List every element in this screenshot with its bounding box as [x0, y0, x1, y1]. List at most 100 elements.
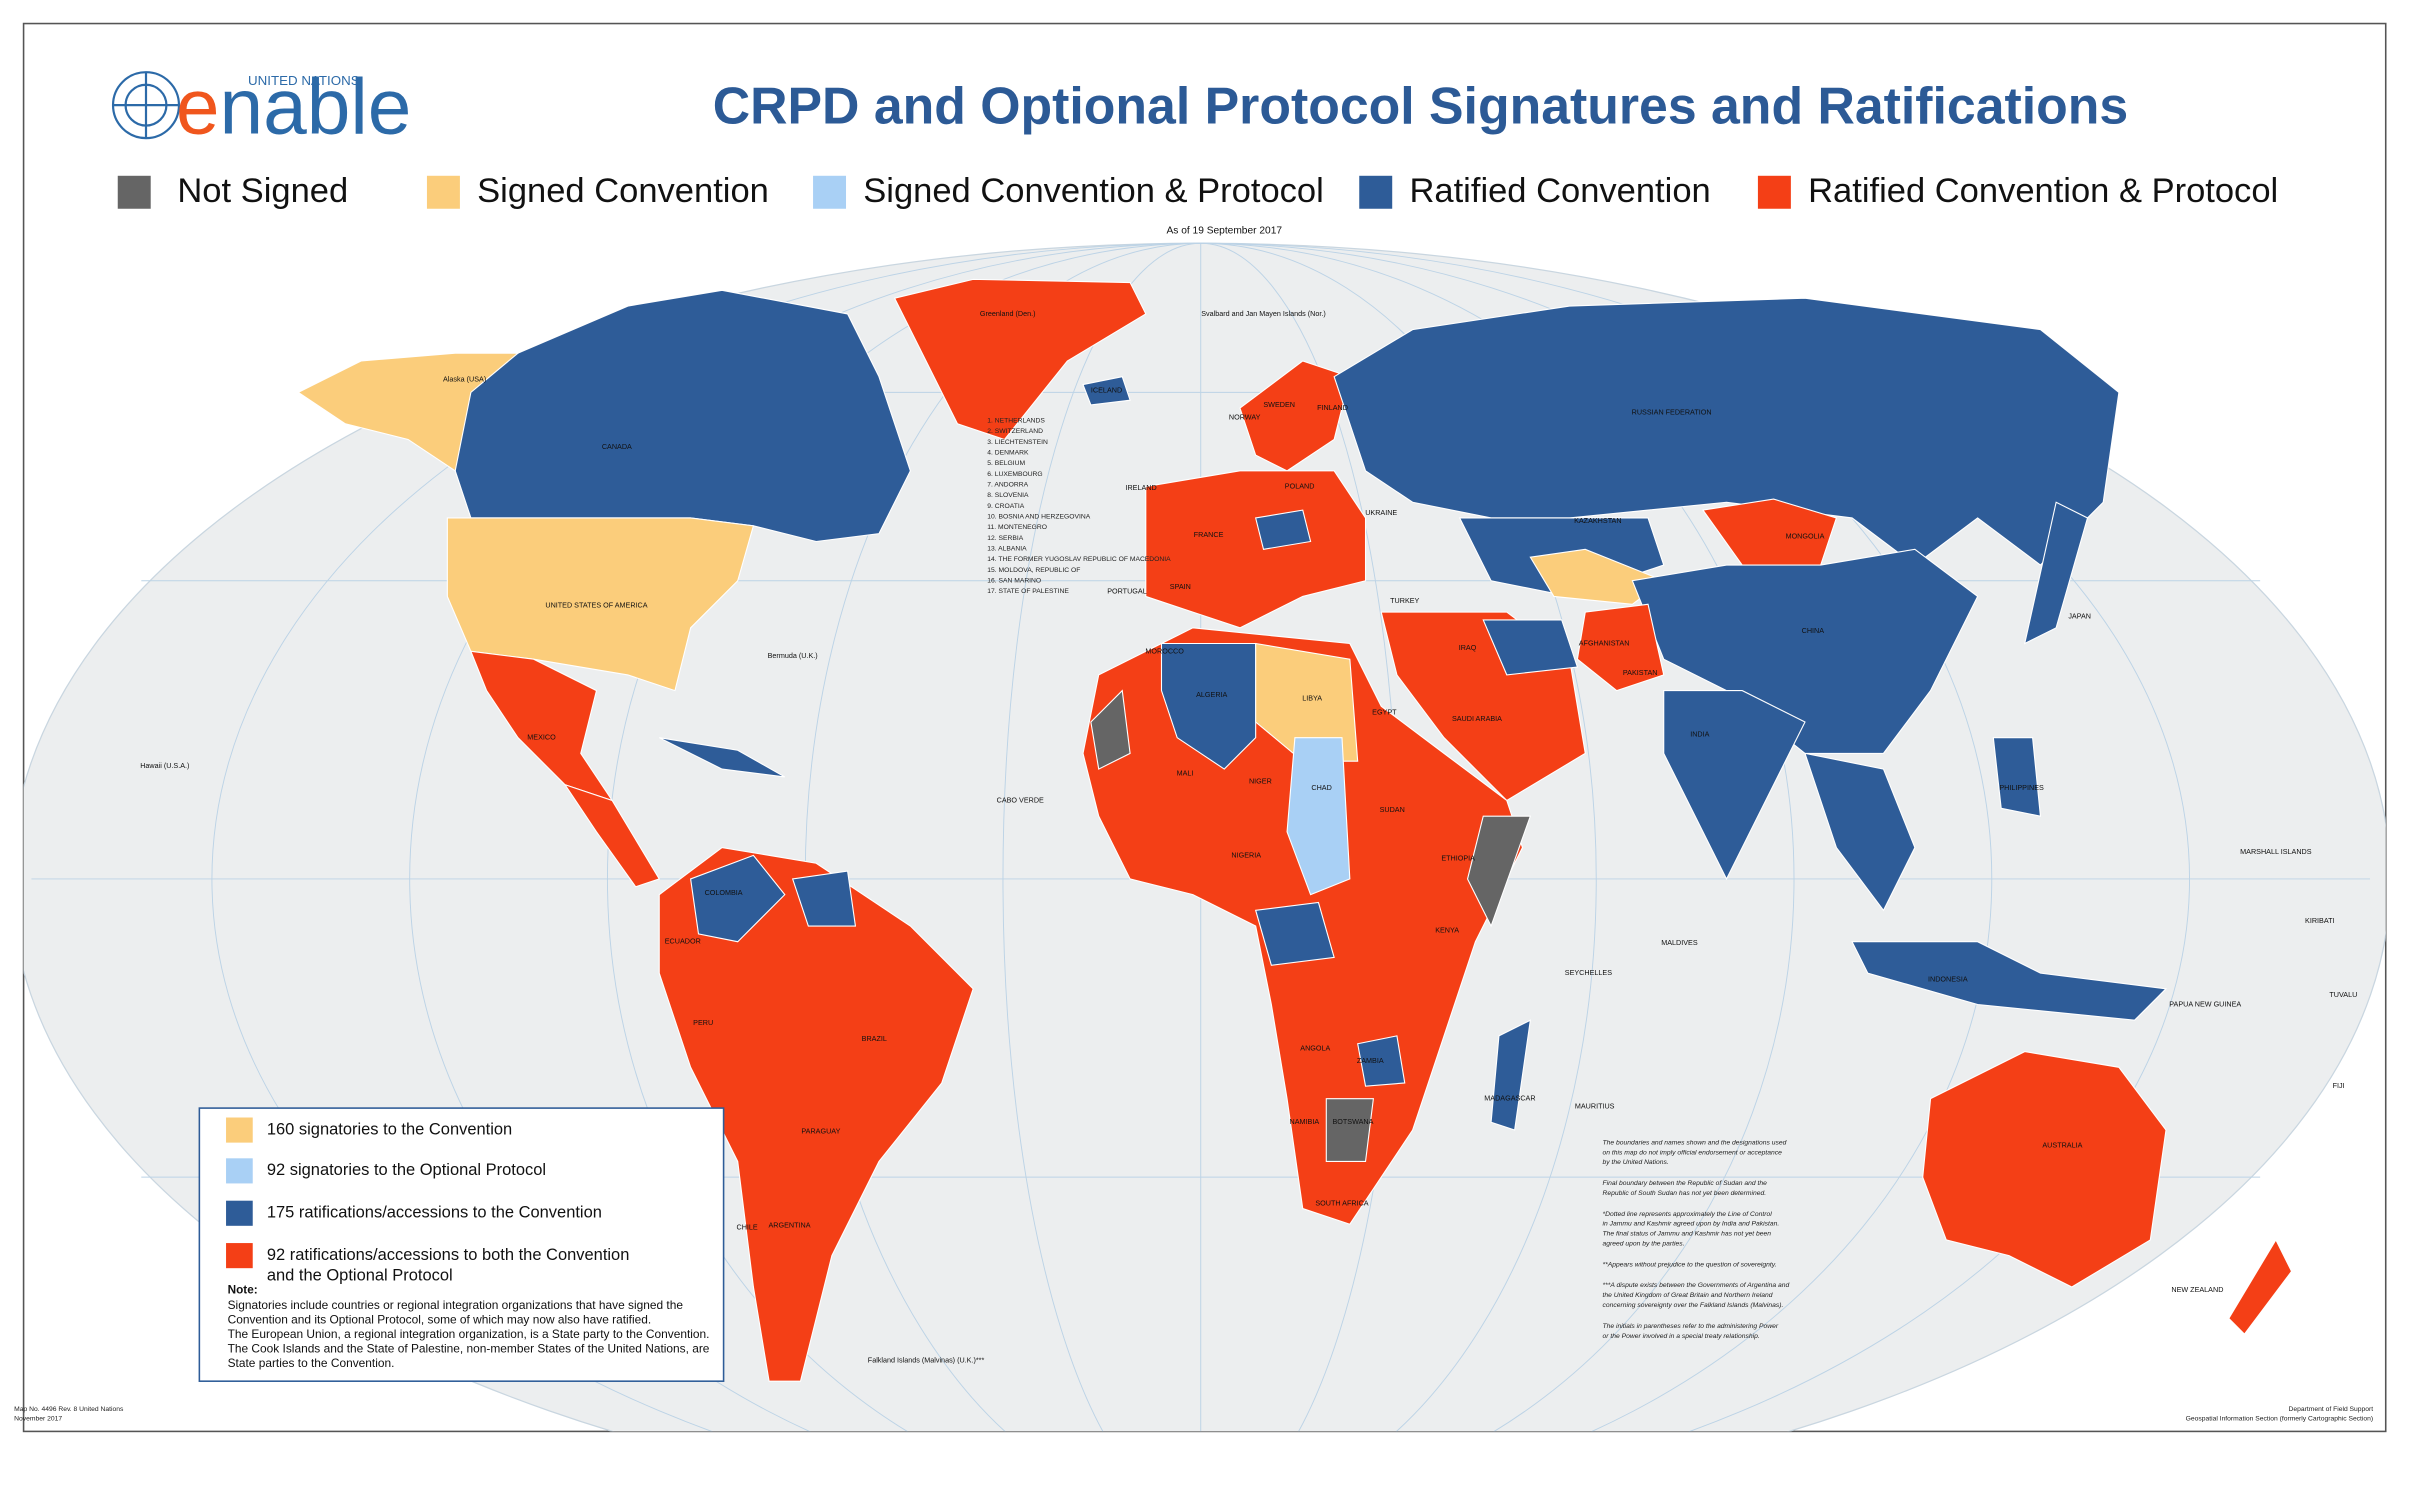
note-line: The Cook Islands and the State of Palest…	[228, 1341, 710, 1355]
legend-label: Signed Convention & Protocol	[863, 172, 1324, 210]
legend-label: Signed Convention	[477, 172, 769, 210]
country-label: SAUDI ARABIA	[1452, 714, 1502, 723]
country-label: SPAIN	[1170, 582, 1191, 591]
country-region	[1804, 752, 1916, 912]
legend-swatch	[813, 175, 847, 209]
country-label: FIJI	[2333, 1081, 2345, 1090]
country-region	[1082, 376, 1131, 406]
country-label: MEXICO	[527, 733, 556, 742]
country-region	[1663, 690, 1806, 881]
country-label: BRAZIL	[862, 1034, 887, 1043]
country-label: CANADA	[602, 442, 632, 451]
country-label: EGYPT	[1372, 707, 1397, 716]
list-item: 10. BOSNIA AND HERZEGOVINA	[987, 513, 1090, 520]
un-emblem	[111, 71, 181, 140]
disclaimer-line: The initials in parentheses refer to the…	[1603, 1323, 1779, 1330]
country-region	[446, 517, 755, 692]
country-label: NIGERIA	[1231, 850, 1261, 859]
country-label: ARGENTINA	[768, 1221, 810, 1230]
country-region	[297, 352, 520, 472]
list-item: 17. STATE OF PALESTINE	[987, 588, 1069, 595]
country-label: MALDIVES	[1661, 938, 1698, 947]
summary: 160 signatories to the Convention 92 sign…	[226, 1117, 629, 1284]
footer: Map No. 4496 Rev. 8 United Nations Novemb…	[14, 1406, 2373, 1422]
country-label: MAURITIUS	[1575, 1101, 1615, 1110]
country-labels: Alaska (USA) CANADA UNITED STATES OF AMERI…	[140, 309, 2357, 1365]
footer-left: November 2017	[14, 1416, 62, 1423]
list-item: 15. MOLDOVA, REPUBLIC OF	[987, 567, 1080, 574]
country-label: FINLAND	[1317, 403, 1348, 412]
country-label: NEW ZEALAND	[2171, 1285, 2223, 1294]
country-label: PAPUA NEW GUINEA	[2169, 999, 2241, 1008]
country-region	[1992, 737, 2042, 817]
list-item: 16. SAN MARINO	[987, 578, 1041, 585]
summary-swatch	[226, 1117, 253, 1143]
legend-label: Ratified Convention	[1409, 172, 1710, 210]
country-region	[1254, 509, 1312, 550]
country-region	[563, 783, 661, 888]
summary-label: 160 signatories to the Convention	[267, 1120, 512, 1138]
summary-box	[198, 1107, 725, 1382]
summary-swatch	[226, 1158, 253, 1184]
as-of-date: As of 19 September 2017	[1166, 225, 1282, 236]
country-region	[1490, 1019, 1532, 1131]
countries	[297, 278, 2293, 1382]
country-label: UNITED STATES OF AMERICA	[545, 601, 647, 610]
country-label: COLOMBIA	[705, 888, 743, 897]
country-label: MALI	[1177, 769, 1194, 778]
disclaimer: The boundaries and names shown and the d…	[1603, 1139, 1790, 1339]
country-label: PARAGUAY	[801, 1127, 840, 1136]
country-label: AUSTRALIA	[2042, 1141, 2082, 1150]
country-region	[1145, 470, 1367, 629]
country-label: KAZAKHSTAN	[1574, 516, 1622, 525]
country-label: UKRAINE	[1365, 508, 1397, 517]
country-region	[1333, 297, 2120, 566]
logo-org: UNITED NATIONS	[248, 73, 360, 88]
country-label: CHILE	[737, 1222, 758, 1231]
country-region	[1576, 603, 1665, 692]
country-label: MONGOLIA	[1786, 532, 1825, 541]
legend: Not Signed Signed Convention Signed Conven…	[117, 172, 2278, 210]
disclaimer-line: ***A dispute exists between the Governme…	[1603, 1282, 1790, 1289]
country-label: ANGOLA	[1300, 1043, 1330, 1052]
list-item: 3. LIECHTENSTEIN	[987, 439, 1048, 446]
legend-swatch	[426, 175, 460, 209]
list-item: 14. THE FORMER YUGOSLAV REPUBLIC OF MACE…	[987, 556, 1171, 563]
country-region	[1466, 815, 1532, 928]
country-label: PAKISTAN	[1623, 668, 1658, 677]
country-label: PHILIPPINES	[1999, 783, 2044, 792]
country-label: Hawaii (U.S.A.)	[140, 761, 189, 770]
country-label: FRANCE	[1194, 530, 1224, 539]
country-label: TUVALU	[2329, 990, 2357, 999]
disclaimer-line: agreed upon by the parties.	[1603, 1240, 1685, 1247]
disclaimer-line: the United Kingdom of Great Britain and …	[1603, 1292, 1773, 1299]
country-label: Svalbard and Jan Mayen Islands (Nor.)	[1201, 309, 1326, 318]
country-label: ECUADOR	[665, 937, 701, 946]
footer-right: Geospatial Information Section (formerly…	[2186, 1416, 2374, 1423]
country-label: PORTUGAL	[1107, 587, 1147, 596]
country-region	[791, 870, 857, 927]
country-label: IRELAND	[1125, 483, 1156, 492]
country-label: IRAQ	[1459, 643, 1477, 652]
disclaimer-line: The boundaries and names shown and the d…	[1603, 1139, 1787, 1146]
country-region	[1702, 498, 1838, 566]
note-line: State parties to the Convention.	[228, 1356, 395, 1370]
disclaimer-line: in Jammu and Kashmir agreed upon by Indi…	[1603, 1221, 1780, 1228]
country-label: AFGHANISTAN	[1579, 638, 1630, 647]
legend-swatch	[1757, 175, 1791, 209]
legend-swatch	[1359, 175, 1393, 209]
country-label: RUSSIAN FEDERATION	[1632, 408, 1712, 417]
country-label: Falkland Islands (Malvinas) (U.K.)***	[868, 1356, 985, 1365]
note-title: Note:	[228, 1283, 258, 1296]
country-label: MOROCCO	[1145, 646, 1184, 655]
country-label: SEYCHELLES	[1565, 968, 1612, 977]
country-label: INDONESIA	[1928, 974, 1968, 983]
legend-label: Not Signed	[177, 172, 348, 210]
legend-label: Ratified Convention & Protocol	[1808, 172, 2278, 210]
country-region	[1922, 1051, 2167, 1288]
country-label: TURKEY	[1390, 596, 1419, 605]
country-label: INDIA	[1690, 729, 1709, 738]
footer-left: Map No. 4496 Rev. 8 United Nations	[14, 1406, 124, 1413]
list-item: 5. BELGIUM	[987, 460, 1025, 467]
